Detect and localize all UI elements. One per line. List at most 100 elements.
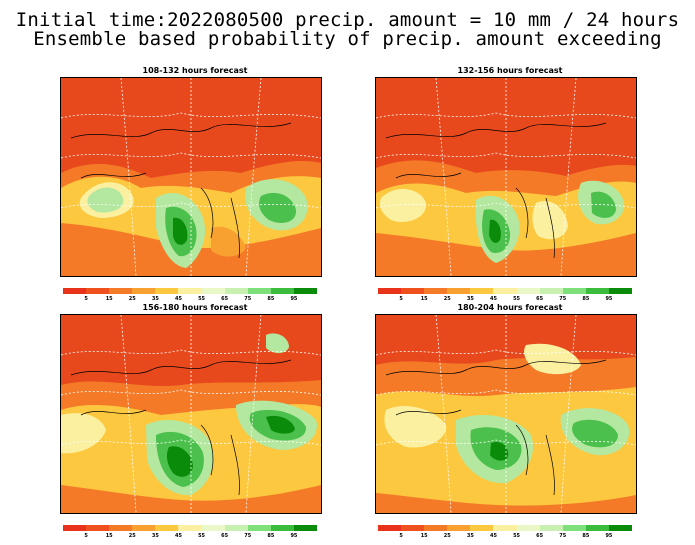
colorbar-label: 75 <box>244 296 252 302</box>
colorbar-swatch <box>470 525 494 531</box>
colorbar-swatch <box>562 288 586 294</box>
colorbar-label: 55 <box>513 296 521 302</box>
colorbar-swatch <box>155 525 179 531</box>
colorbar-spacer <box>378 533 390 541</box>
colorbar-labels: 5 15 25 35 45 55 65 75 85 95 <box>63 296 317 304</box>
colorbar-label: 85 <box>582 296 590 302</box>
colorbar-swatch <box>293 525 318 531</box>
colorbar-swatch <box>247 525 271 531</box>
colorbar-swatch <box>201 525 225 531</box>
colorbar-labels: 5 15 25 35 45 55 65 75 85 95 <box>378 296 632 304</box>
colorbar-swatch <box>132 525 156 531</box>
colorbar-swatch <box>401 525 425 531</box>
colorbar-label: 65 <box>536 533 544 539</box>
colorbar-label: 85 <box>267 533 275 539</box>
colorbar-label: 85 <box>267 296 275 302</box>
colorbar-spacer <box>305 533 317 541</box>
colorbar-label: 95 <box>290 296 298 302</box>
colorbar-swatch <box>516 288 540 294</box>
colorbar-label: 85 <box>582 533 590 539</box>
chart-subtitle: Ensemble based probability of precip. am… <box>33 28 662 50</box>
colorbar-label: 45 <box>489 533 497 539</box>
colorbar-label: 45 <box>174 296 182 302</box>
colorbar-swatch <box>608 288 633 294</box>
colorbar-swatch <box>539 525 563 531</box>
chart-title: Initial time:2022080500 precip. amount =… <box>15 9 680 31</box>
colorbar-label: 55 <box>198 533 206 539</box>
colorbar-swatch <box>201 288 225 294</box>
colorbar-swatch <box>447 288 471 294</box>
panel-title: 108-132 hours forecast <box>142 66 248 75</box>
colorbar-label: 25 <box>128 296 136 302</box>
colorbar-swatch <box>63 525 87 531</box>
colorbar-label: 65 <box>536 296 544 302</box>
colorbar-label: 95 <box>605 296 613 302</box>
colorbar-label: 55 <box>198 296 206 302</box>
colorbar-spacer <box>620 533 632 541</box>
colorbar-swatch <box>401 288 425 294</box>
colorbar-label: 65 <box>221 296 229 302</box>
colorbar-swatch <box>447 525 471 531</box>
colorbar-swatch <box>378 288 402 294</box>
colorbar <box>378 288 633 296</box>
colorbar-swatch <box>585 288 609 294</box>
colorbar-swatch <box>378 525 402 531</box>
colorbar-swatch <box>293 288 318 294</box>
colorbar-label: 95 <box>290 533 298 539</box>
colorbar-swatch <box>86 288 110 294</box>
colorbar-swatch <box>424 288 448 294</box>
colorbar-swatch <box>516 525 540 531</box>
colorbar-label: 15 <box>105 533 113 539</box>
map-panel-2: 132-156 hours forecast 5 15 25 35 45 55 65 75 85… <box>375 66 645 302</box>
colorbar-swatch <box>155 288 179 294</box>
probability-map <box>375 314 637 514</box>
colorbar-label: 15 <box>105 296 113 302</box>
colorbar-swatch <box>178 288 202 294</box>
colorbar-label: 5 <box>84 533 88 539</box>
colorbar-swatch <box>86 525 110 531</box>
colorbar-swatch <box>109 288 133 294</box>
colorbar <box>63 288 318 296</box>
colorbar-label: 75 <box>244 533 252 539</box>
map-panel-1: 108-132 hours forecast 5 15 25 35 45 55 65 75 85… <box>60 66 330 302</box>
colorbar-label: 5 <box>399 296 403 302</box>
colorbar-swatch <box>224 525 248 531</box>
colorbar-swatch <box>608 525 633 531</box>
colorbar-labels: 5 15 25 35 45 55 65 75 85 95 <box>378 533 632 541</box>
colorbar-swatch <box>493 288 517 294</box>
colorbar-label: 25 <box>443 296 451 302</box>
colorbar-label: 35 <box>466 296 474 302</box>
colorbar-label: 5 <box>399 533 403 539</box>
colorbar-label: 75 <box>559 533 567 539</box>
colorbar-label: 35 <box>466 533 474 539</box>
colorbar-swatch <box>178 525 202 531</box>
colorbar-label: 95 <box>605 533 613 539</box>
colorbar-label: 15 <box>420 296 428 302</box>
colorbar <box>63 525 318 533</box>
map-panel-3: 156-180 hours forecast 5 15 25 35 45 55 65 75 85… <box>60 303 330 539</box>
colorbar-labels: 5 15 25 35 45 55 65 75 85 95 <box>63 533 317 541</box>
colorbar-swatch <box>424 525 448 531</box>
colorbar-swatch <box>247 288 271 294</box>
colorbar <box>378 525 633 533</box>
colorbar-swatch <box>109 525 133 531</box>
colorbar-label: 5 <box>84 296 88 302</box>
colorbar-swatch <box>470 288 494 294</box>
colorbar-spacer <box>63 533 75 541</box>
panel-title: 156-180 hours forecast <box>142 303 248 312</box>
probability-map <box>60 314 322 514</box>
colorbar-label: 65 <box>221 533 229 539</box>
colorbar-swatch <box>539 288 563 294</box>
probability-map <box>375 77 637 277</box>
colorbar-swatch <box>132 288 156 294</box>
colorbar-label: 55 <box>513 533 521 539</box>
colorbar-label: 35 <box>151 533 159 539</box>
map-panel-4: 180-204 hours forecast 5 15 25 35 45 55 65 75 85… <box>375 303 645 539</box>
colorbar-label: 35 <box>151 296 159 302</box>
colorbar-label: 75 <box>559 296 567 302</box>
colorbar-swatch <box>270 288 294 294</box>
colorbar-swatch <box>493 525 517 531</box>
colorbar-swatch <box>562 525 586 531</box>
panel-title: 132-156 hours forecast <box>457 66 563 75</box>
colorbar-swatch <box>63 288 87 294</box>
